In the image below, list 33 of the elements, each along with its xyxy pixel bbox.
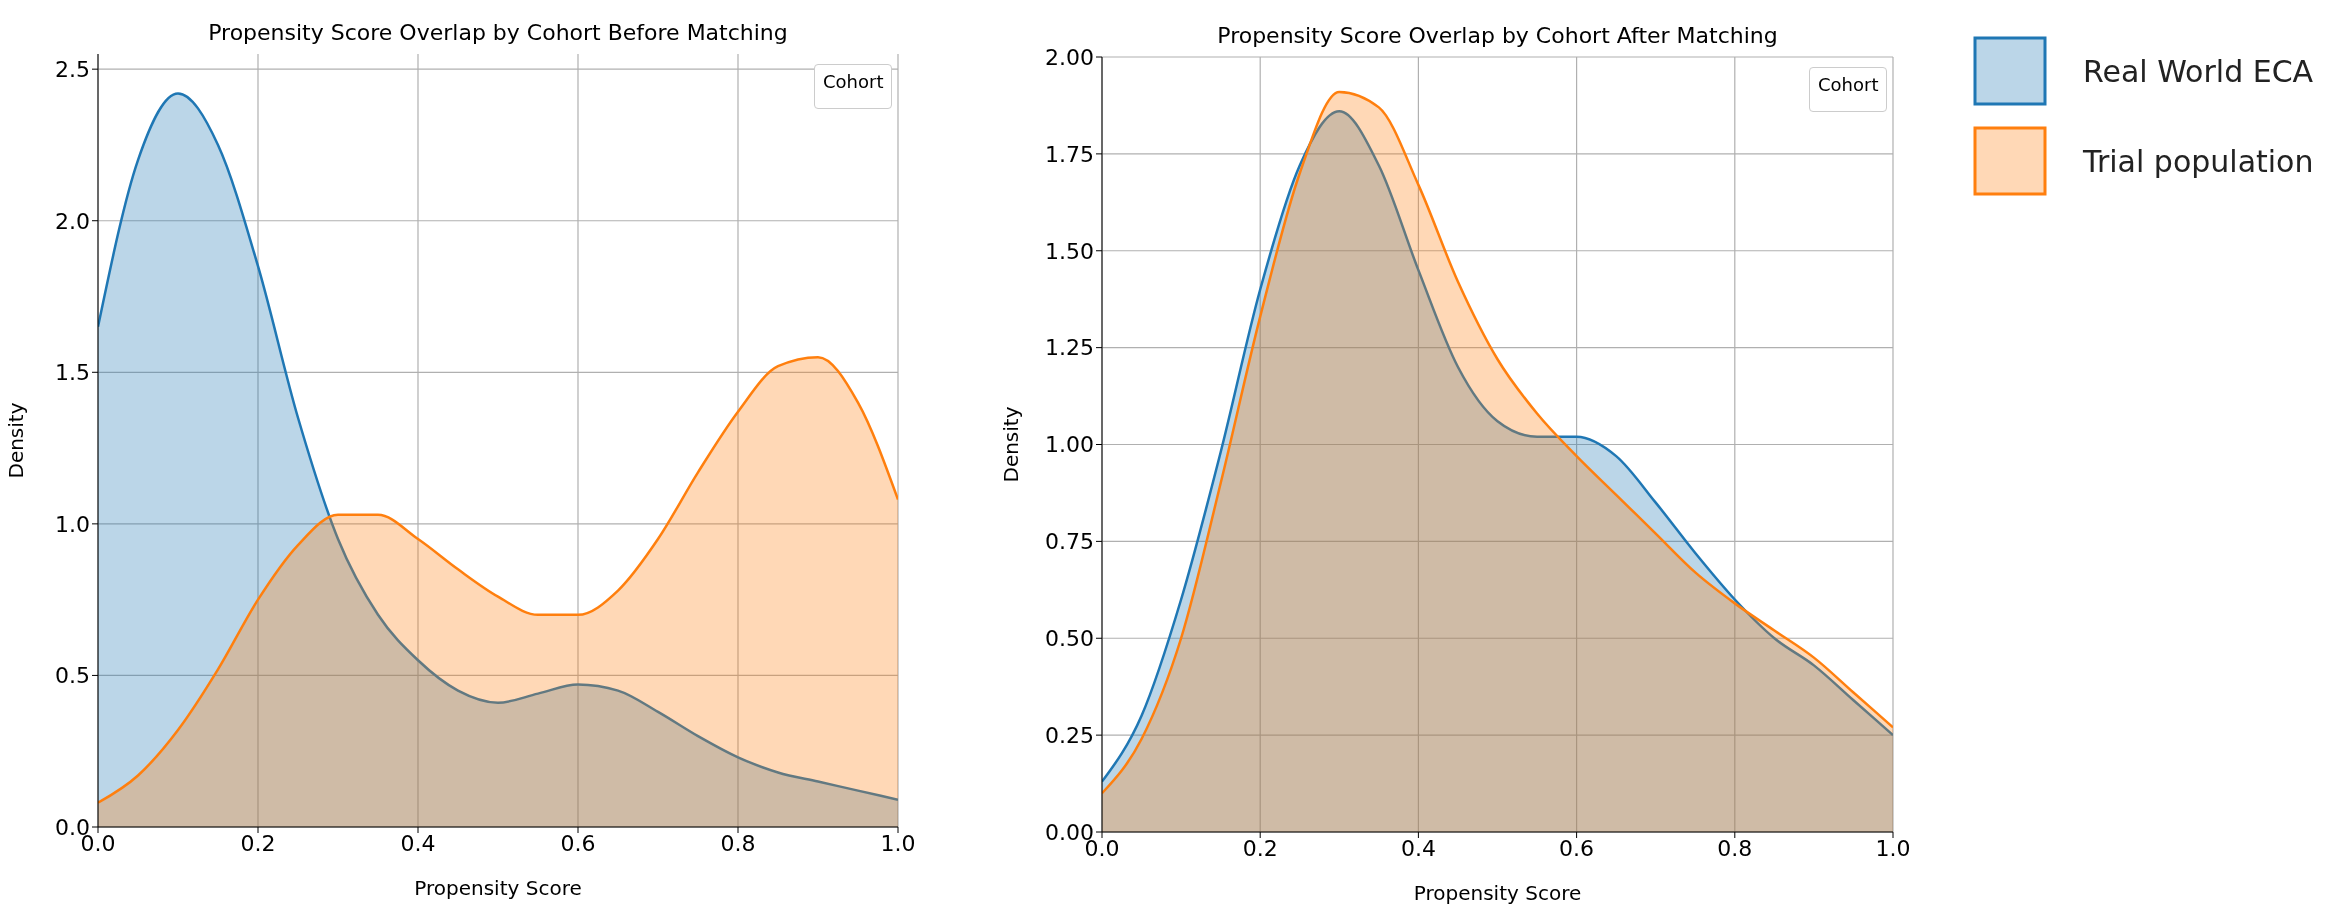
y-tick-label: 2.00 — [1045, 44, 1094, 70]
x-tick-label: 0.6 — [560, 830, 596, 856]
y-axis-title: Density — [4, 402, 29, 479]
x-tick-label: 0.8 — [720, 830, 756, 856]
y-tick-label: 1.0 — [55, 511, 90, 537]
y-tick-label: 0.50 — [1045, 626, 1094, 652]
x-tick-label: 0.4 — [1400, 835, 1436, 861]
x-axis-title: Propensity Score — [1413, 881, 1582, 905]
y-tick-label: 0.5 — [55, 663, 90, 689]
legend-label: Real World ECA — [2083, 53, 2314, 89]
y-tick-label: 1.75 — [1045, 141, 1094, 167]
y-tick-label: 2.5 — [55, 56, 90, 82]
x-tick-label: 1.0 — [880, 830, 916, 856]
y-tick-label: 1.00 — [1045, 432, 1094, 458]
chart-title: Propensity Score Overlap by Cohort Before Matching — [207, 20, 789, 45]
x-tick-label: 0.8 — [1717, 835, 1753, 861]
y-tick-label: 1.5 — [55, 360, 90, 386]
y-tick-label: 2.0 — [55, 208, 90, 234]
x-tick-label: 0.2 — [240, 830, 276, 856]
legend-title: Cohort — [1809, 67, 1888, 112]
legend-title: Cohort — [814, 64, 893, 109]
x-tick-label: 1.0 — [1875, 835, 1911, 861]
x-axis-title: Propensity Score — [414, 876, 582, 900]
y-tick-label: 0.75 — [1045, 529, 1094, 555]
x-tick-label: 0.2 — [1242, 835, 1278, 861]
y-axis-title: Density — [999, 406, 1024, 483]
x-tick-label: 0.4 — [400, 830, 436, 856]
x-tick-label: 0.6 — [1559, 835, 1595, 861]
legend-label: Trial population — [2083, 143, 2314, 179]
y-tick-label: 1.25 — [1045, 335, 1094, 361]
y-tick-label: 0.25 — [1045, 722, 1094, 748]
y-tick-label: 1.50 — [1045, 238, 1094, 264]
chart-title: Propensity Score Overlap by Cohort After Matching — [1216, 23, 1779, 48]
